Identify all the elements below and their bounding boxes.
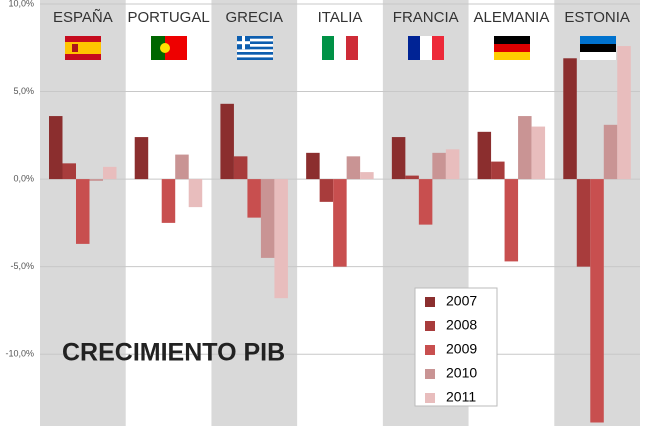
legend-label: 2007 <box>446 293 477 309</box>
bar <box>518 116 532 180</box>
y-tick-label: -10,0% <box>5 349 34 359</box>
bar <box>445 149 460 180</box>
bar <box>89 179 103 181</box>
bar <box>175 154 189 180</box>
bar <box>319 179 334 202</box>
flags <box>65 36 616 60</box>
y-tick-label: 10,0% <box>8 0 34 8</box>
flag-italy <box>322 36 358 60</box>
category-label: ITALIA <box>318 9 363 26</box>
bar <box>617 46 631 180</box>
bar <box>161 179 176 223</box>
legend-swatch <box>425 345 435 355</box>
bar <box>103 166 117 180</box>
bar <box>62 163 76 180</box>
bar <box>220 103 234 180</box>
bar <box>504 179 519 262</box>
flag-portugal <box>151 36 187 60</box>
flag-spain <box>65 36 101 60</box>
y-tick-label: -5,0% <box>10 261 34 271</box>
bar <box>418 179 433 225</box>
bar <box>346 156 361 180</box>
bar <box>260 179 275 258</box>
bar <box>405 175 419 180</box>
flag-greece <box>237 36 273 60</box>
bar <box>247 179 261 218</box>
bar <box>274 179 288 299</box>
chart-title: CRECIMIENTO PIB <box>62 339 285 367</box>
y-tick-label: 5,0% <box>13 86 34 96</box>
category-label: FRANCIA <box>393 9 459 26</box>
legend-label: 2008 <box>446 317 477 333</box>
legend-swatch <box>425 297 435 307</box>
legend-label: 2010 <box>446 365 477 381</box>
category-label: PORTUGAL <box>127 9 209 26</box>
bar <box>563 58 577 180</box>
legend-swatch <box>425 393 435 403</box>
legend-label: 2009 <box>446 341 477 357</box>
bars <box>49 46 631 423</box>
flag-france <box>408 36 444 60</box>
y-tick-label: 0,0% <box>13 173 34 183</box>
flag-estonia <box>580 36 616 60</box>
bar <box>531 126 546 180</box>
legend-swatch <box>425 321 435 331</box>
bar <box>491 161 505 180</box>
bar <box>134 137 149 180</box>
flag-germany <box>494 36 530 60</box>
legend-label: 2011 <box>446 389 476 405</box>
legend: 2007 2008 2009 2010 2011 <box>425 293 477 405</box>
bar <box>76 179 90 244</box>
category-label: ALEMANIA <box>473 9 549 26</box>
bar <box>590 179 604 423</box>
bar <box>233 156 248 180</box>
legend-swatch <box>425 369 435 379</box>
category-label: ESPAÑA <box>53 9 113 26</box>
bar <box>603 124 618 180</box>
category-label: GRECIA <box>226 9 284 26</box>
category-label: ESTONIA <box>564 9 630 26</box>
bar <box>391 137 406 180</box>
bar <box>49 116 63 180</box>
bar <box>306 152 320 180</box>
bar <box>360 172 374 180</box>
bar <box>576 179 591 267</box>
bar <box>188 179 203 208</box>
bar <box>477 131 492 180</box>
bar <box>333 179 347 267</box>
bar <box>432 152 446 180</box>
